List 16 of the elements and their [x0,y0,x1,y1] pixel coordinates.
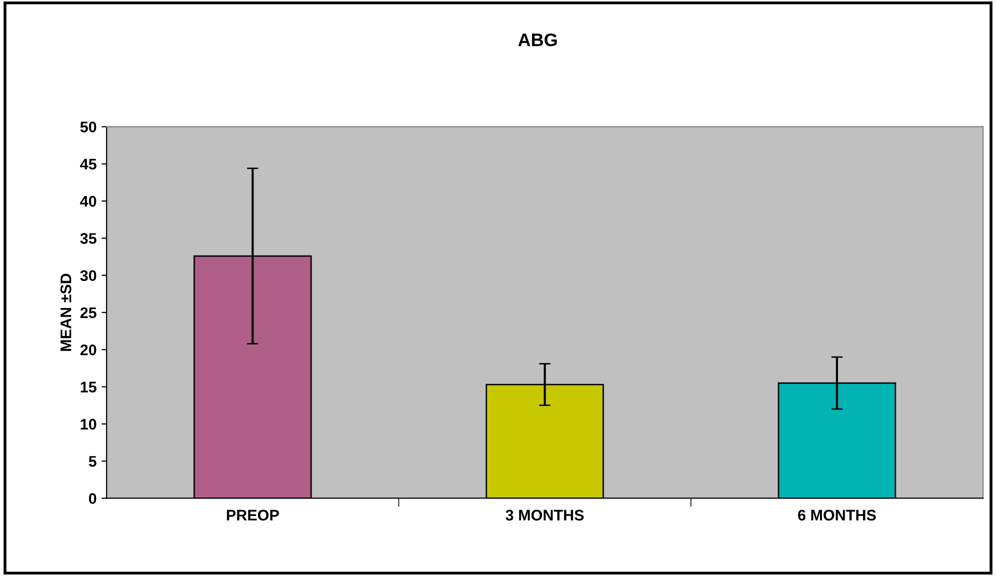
y-tick-label: 15 [80,382,96,392]
x-tick-label: 6 MONTHS [798,510,876,521]
x-tick-label: PREOP [226,510,279,521]
y-tick-label: 35 [80,233,96,244]
y-tick-label: 0 [88,493,96,504]
y-tick-label: 25 [80,307,96,318]
x-tick-label: 3 MONTHS [506,510,584,521]
y-tick-label: 45 [80,158,96,170]
y-tick-label: 10 [80,418,96,430]
y-tick-label: 20 [80,344,96,356]
y-tick-label: 30 [80,270,96,282]
y-tick-label: 40 [80,196,96,207]
y-tick-label: 50 [80,122,96,132]
chart-title: ABG [518,33,557,46]
y-axis-title: MEAN ±SD [60,274,72,351]
y-tick-label: 5 [88,456,96,467]
